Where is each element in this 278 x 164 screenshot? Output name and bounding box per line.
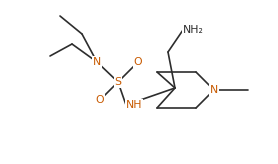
Text: O: O <box>134 57 142 67</box>
Text: NH₂: NH₂ <box>183 25 204 35</box>
Text: O: O <box>96 95 104 105</box>
Text: N: N <box>210 85 218 95</box>
Text: NH: NH <box>126 100 143 110</box>
Text: S: S <box>115 77 121 87</box>
Text: N: N <box>93 57 101 67</box>
